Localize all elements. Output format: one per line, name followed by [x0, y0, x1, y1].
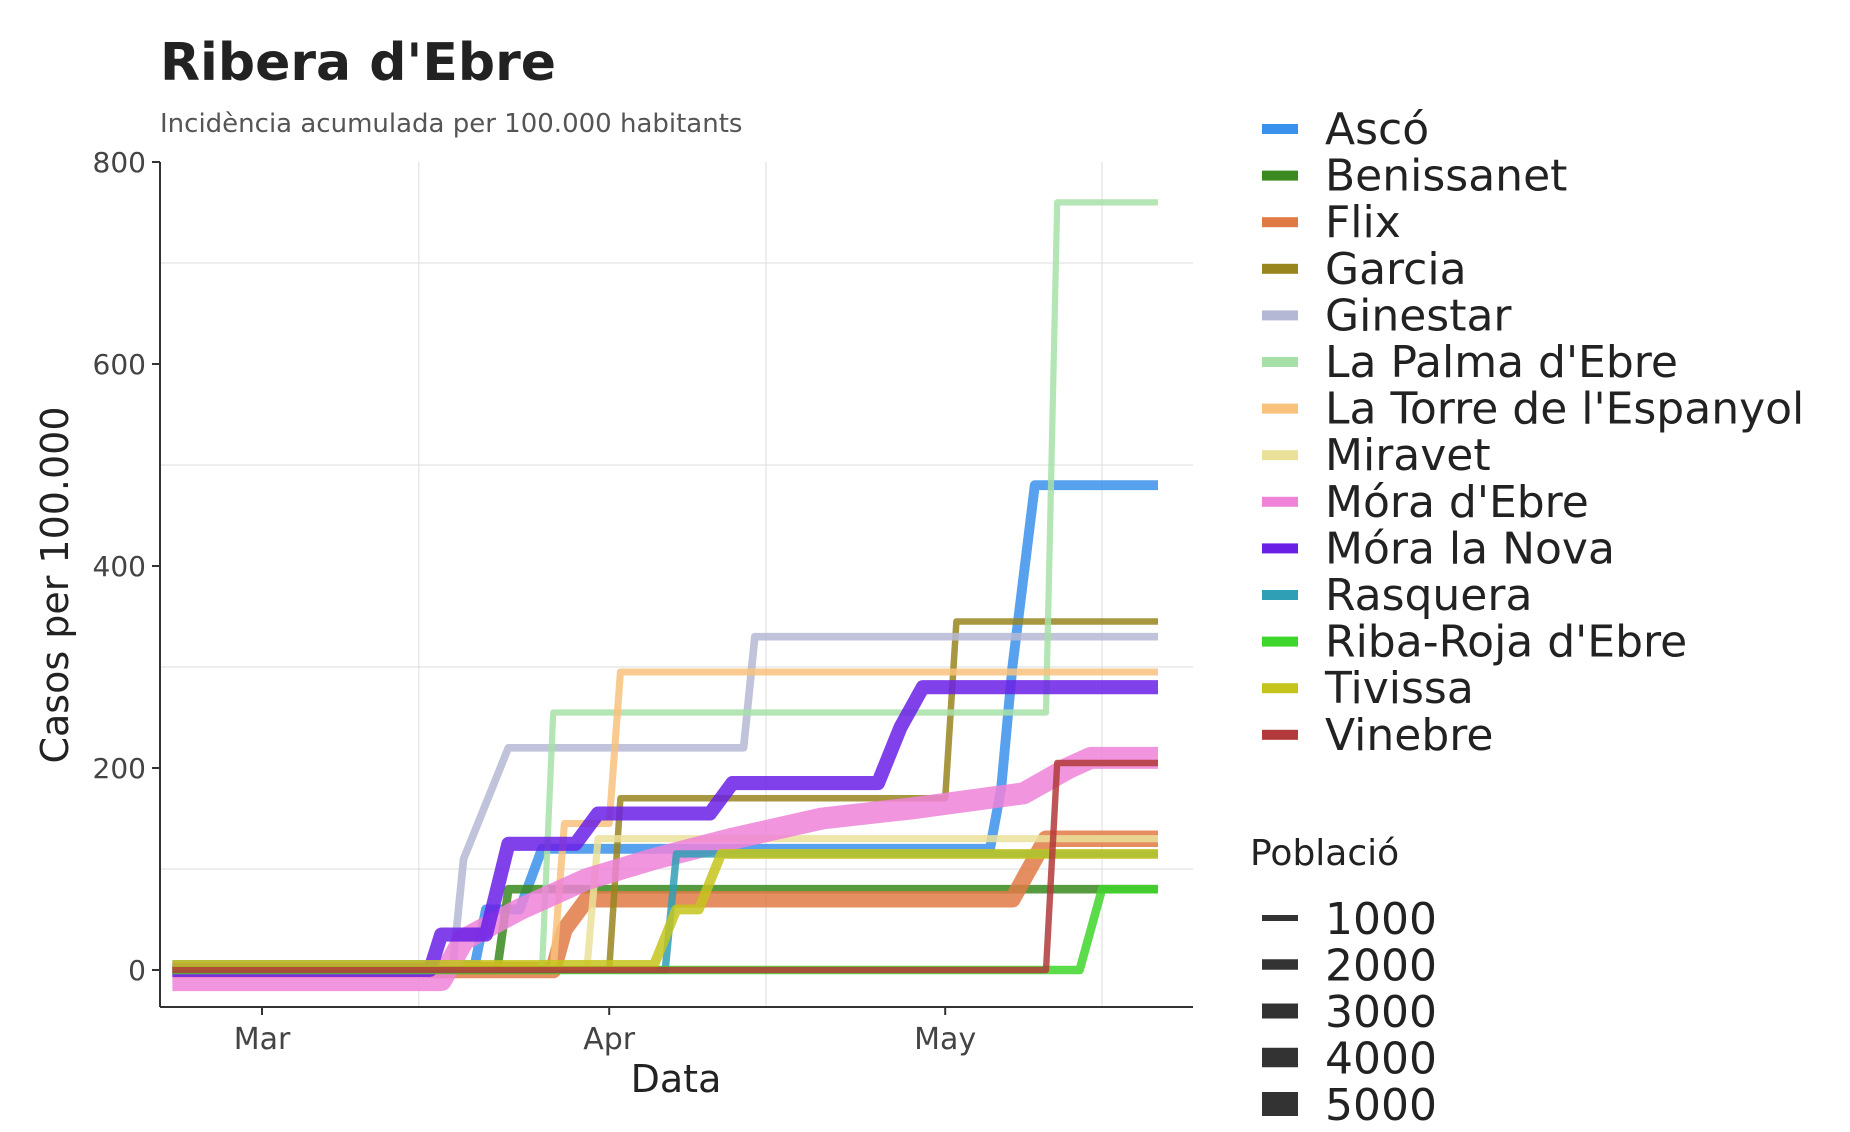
legend-label: La Torre de l'Espanyol — [1325, 384, 1804, 435]
grid — [160, 162, 1193, 1007]
legend-label: Garcia — [1325, 244, 1467, 295]
size-legend-label: 5000 — [1325, 1080, 1437, 1131]
series-line-tivissa — [172, 848, 1158, 970]
series-layer — [172, 199, 1158, 992]
legend-swatch — [1262, 450, 1298, 461]
y-tick-label: 800 — [93, 146, 146, 179]
series-line-m-ra-la-nova — [172, 680, 1158, 978]
size-legend-label: 4000 — [1325, 1034, 1437, 1085]
size-legend-swatch — [1262, 915, 1298, 921]
legend-swatch — [1262, 543, 1298, 554]
legend-swatch — [1262, 217, 1298, 228]
size-legend-title: Població — [1250, 833, 1399, 874]
legend-label: Rasquera — [1325, 570, 1532, 621]
size-legend-label: 2000 — [1325, 941, 1437, 992]
legend-swatch — [1262, 124, 1298, 134]
x-tick-label: Apr — [583, 1022, 636, 1057]
axes — [159, 162, 1193, 1008]
size-legend-swatch — [1262, 1047, 1298, 1068]
legend-label: La Palma d'Ebre — [1325, 337, 1678, 388]
legend-swatch — [1262, 729, 1298, 740]
legend-swatch — [1262, 170, 1298, 181]
size-legend-swatch — [1262, 1003, 1298, 1019]
legend-swatch — [1262, 683, 1298, 694]
tick-labels: 0 200 400 600 800 Mar Apr May — [93, 146, 977, 1057]
series-line-vinebre — [172, 759, 1158, 974]
legend-label: Móra d'Ebre — [1325, 477, 1589, 528]
legend-swatch — [1262, 496, 1298, 507]
y-tick-label: 0 — [128, 954, 146, 987]
series-line-rasquera — [172, 850, 1158, 974]
size-legend-swatch — [1262, 1092, 1298, 1116]
y-tick-label: 600 — [93, 348, 146, 381]
size-legend-swatch — [1262, 959, 1298, 970]
legend-swatch — [1262, 590, 1298, 600]
legend-label: Ginestar — [1325, 290, 1512, 341]
chart-title: Ribera d'Ebre — [160, 33, 556, 93]
legend-swatch — [1262, 357, 1298, 367]
legend-label: Vinebre — [1325, 710, 1493, 761]
legend-label: Tivissa — [1324, 663, 1474, 714]
legend-label: Móra la Nova — [1325, 523, 1615, 574]
size-legend-label: 1000 — [1325, 894, 1437, 945]
x-tick-label: May — [914, 1022, 976, 1057]
legend-label: Riba-Roja d'Ebre — [1325, 617, 1687, 668]
x-tick-label: Mar — [234, 1022, 291, 1057]
legend-swatch — [1262, 310, 1298, 321]
y-axis-title: Casos per 100.000 — [33, 406, 77, 763]
y-tick-label: 200 — [93, 752, 146, 785]
legend-label: Flix — [1325, 197, 1401, 248]
chart-subtitle: Incidència acumulada per 100.000 habitan… — [160, 109, 742, 139]
legend-swatch — [1262, 636, 1298, 647]
legend-label: Benissanet — [1325, 151, 1567, 202]
legend-label: Miravet — [1325, 430, 1491, 481]
x-axis-title: Data — [631, 1057, 722, 1101]
legend-swatch — [1262, 403, 1298, 414]
y-tick-label: 400 — [93, 550, 146, 583]
legend-label: Ascó — [1325, 104, 1429, 155]
legend-swatch — [1262, 263, 1298, 274]
size-legend-label: 3000 — [1325, 987, 1437, 1038]
